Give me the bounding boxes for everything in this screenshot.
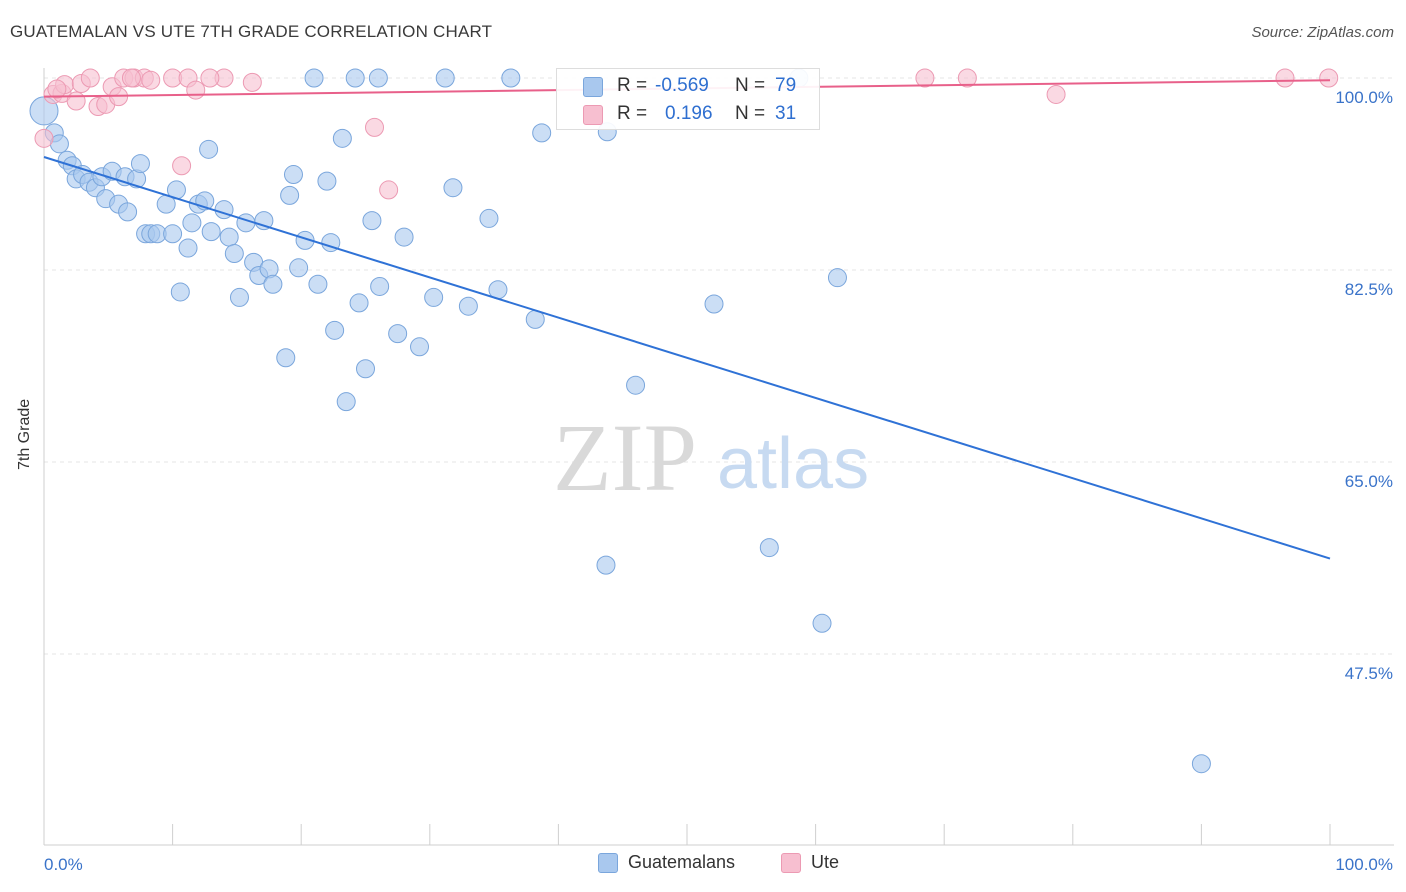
guatemalan-point	[410, 337, 430, 357]
stats-legend-box: R = -0.569 N = 79 R = 0.196 N = 31	[556, 68, 820, 130]
guatemalan-point	[336, 392, 356, 412]
ute-point	[365, 117, 385, 137]
ute-point	[34, 128, 54, 148]
guatemalan-point	[596, 555, 616, 575]
r-value-ute: 0.196	[665, 103, 713, 124]
ute-point	[1275, 68, 1295, 88]
y-tick-label: 82.5%	[1345, 280, 1393, 299]
guatemalan-point	[276, 348, 296, 368]
ute-swatch	[583, 105, 603, 125]
guatemalan-point	[199, 139, 219, 159]
ute-point	[957, 68, 977, 88]
ute-point	[80, 68, 100, 88]
guatemalan-point	[130, 154, 150, 174]
ute-point	[915, 68, 935, 88]
guatemalan-point	[332, 128, 352, 148]
y-tick-label: 100.0%	[1335, 88, 1393, 107]
guatemalan-point	[170, 282, 190, 302]
guatemalan-point	[812, 613, 832, 633]
x-tick-label: 0.0%	[44, 855, 83, 874]
n-value-guatemalans: 79	[775, 75, 797, 96]
guatemalan-point	[827, 268, 847, 288]
ute-point	[379, 180, 399, 200]
guatemalan-point	[317, 171, 337, 191]
n-value-ute: 31	[775, 103, 797, 124]
guatemalan-point	[368, 68, 388, 88]
guatemalan-point	[345, 68, 365, 88]
x-tick-label: 100.0%	[1335, 855, 1393, 874]
guatemalan-point	[118, 202, 138, 222]
ute-point	[1046, 84, 1066, 104]
guatemalan-point	[388, 324, 408, 344]
ute-point	[121, 68, 141, 88]
ute-point	[1319, 68, 1339, 88]
guatemalan-point	[362, 211, 382, 231]
guatemalan-point	[263, 274, 283, 294]
guatemalan-point	[458, 296, 478, 316]
guatemalan-point	[304, 68, 324, 88]
guatemalan-point	[356, 359, 375, 379]
guatemalan-point	[370, 276, 390, 296]
guatemalan-point	[704, 294, 724, 314]
legend-label-guatemalans: Guatemalans	[628, 852, 736, 872]
n-label: N =	[735, 103, 766, 124]
guatemalan-point	[308, 274, 328, 294]
r-value-guatemalans: -0.569	[655, 75, 709, 96]
gridlines	[44, 77, 1394, 655]
guatemalan-point	[201, 222, 221, 242]
ute-point	[200, 68, 220, 88]
watermark: ZIP atlas	[553, 404, 869, 511]
y-tick-label: 47.5%	[1345, 664, 1393, 683]
guatemalan-point	[182, 213, 202, 233]
series-legend: Guatemalans Ute	[0, 852, 1406, 878]
legend-item-ute[interactable]: Ute	[781, 852, 839, 873]
guatemalan-point	[394, 227, 414, 247]
guatemalan-point	[532, 123, 552, 143]
tick-labels: 47.5% 65.0% 82.5% 100.0% 0.0% 100.0%	[44, 88, 1393, 874]
guatemalan-point	[479, 208, 499, 228]
source-credit: Source: ZipAtlas.com	[1251, 24, 1394, 41]
ute-legend-swatch	[781, 852, 801, 873]
guatemalans-swatch	[583, 77, 603, 97]
guatemalan-point	[163, 224, 183, 244]
ute-point	[172, 156, 192, 176]
y-tick-label: 65.0%	[1345, 472, 1393, 491]
guatemalans-trend-line	[43, 156, 1331, 560]
guatemalan-point	[1191, 754, 1211, 774]
r-label: R =	[617, 75, 648, 96]
ute-point	[141, 70, 161, 90]
guatemalan-point	[759, 538, 779, 558]
n-label: N =	[735, 75, 766, 96]
guatemalans-legend-swatch	[598, 852, 618, 873]
watermark-atlas: atlas	[717, 424, 869, 504]
guatemalan-point	[178, 238, 198, 258]
ute-point	[47, 79, 67, 99]
legend-item-guatemalans[interactable]: Guatemalans	[598, 852, 735, 873]
axes	[43, 68, 1394, 846]
guatemalan-point	[626, 375, 646, 395]
legend-label-ute: Ute	[811, 852, 840, 872]
stats-row-ute: R = 0.196 N = 31	[557, 101, 819, 129]
guatemalan-point	[289, 258, 309, 278]
guatemalan-point	[229, 287, 249, 307]
guatemalan-point	[224, 244, 244, 264]
guatemalan-point	[501, 68, 521, 88]
guatemalan-point	[349, 293, 369, 313]
guatemalan-point	[424, 287, 444, 307]
watermark-zip: ZIP	[553, 404, 697, 511]
guatemalan-point	[280, 185, 300, 205]
ute-point	[242, 72, 262, 92]
guatemalan-point	[443, 178, 463, 198]
guatemalan-point	[325, 320, 345, 340]
ute-point	[186, 80, 206, 100]
guatemalan-point	[219, 227, 239, 247]
stats-row-guatemalans: R = -0.569 N = 79	[557, 73, 819, 101]
guatemalan-point	[435, 68, 455, 88]
ute-point	[66, 91, 86, 111]
r-label: R =	[617, 103, 648, 124]
guatemalan-point	[283, 165, 303, 185]
chart-title: GUATEMALAN VS UTE 7TH GRADE CORRELATION …	[10, 22, 493, 41]
